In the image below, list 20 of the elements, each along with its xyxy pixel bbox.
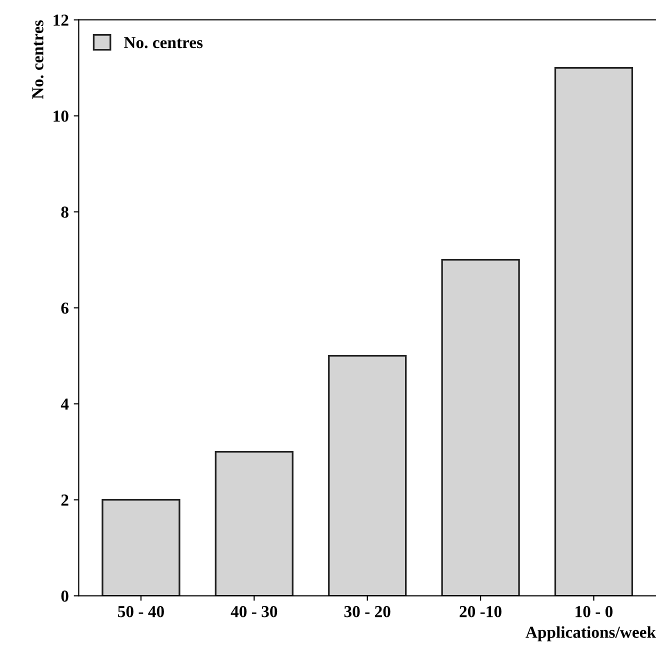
legend-label: No. centres bbox=[124, 37, 203, 48]
x-tick-label: 10 - 0 bbox=[576, 606, 613, 618]
y-tick-label: 8 bbox=[61, 206, 68, 218]
bar bbox=[102, 498, 180, 596]
x-tick-label: 40 - 30 bbox=[230, 606, 278, 618]
x-tick-label: 20 -10 bbox=[460, 606, 502, 618]
x-tick-label: 50 - 40 bbox=[118, 606, 164, 618]
y-tick-label: 0 bbox=[61, 590, 68, 602]
y-tick-label: 4 bbox=[60, 398, 69, 410]
y-tick-label: 6 bbox=[61, 302, 69, 314]
bar bbox=[328, 354, 407, 596]
x-tick-label: 30 - 20 bbox=[344, 606, 390, 618]
y-tick-label: 2 bbox=[61, 494, 68, 506]
y-tick-label: 10 bbox=[54, 110, 68, 122]
y-tick-label: 12 bbox=[54, 14, 68, 26]
y-axis-title: No. centres bbox=[32, 20, 44, 99]
bar bbox=[441, 259, 520, 596]
bar bbox=[554, 67, 634, 596]
x-axis-title: Applications/week bbox=[526, 626, 656, 642]
bar bbox=[214, 450, 294, 596]
